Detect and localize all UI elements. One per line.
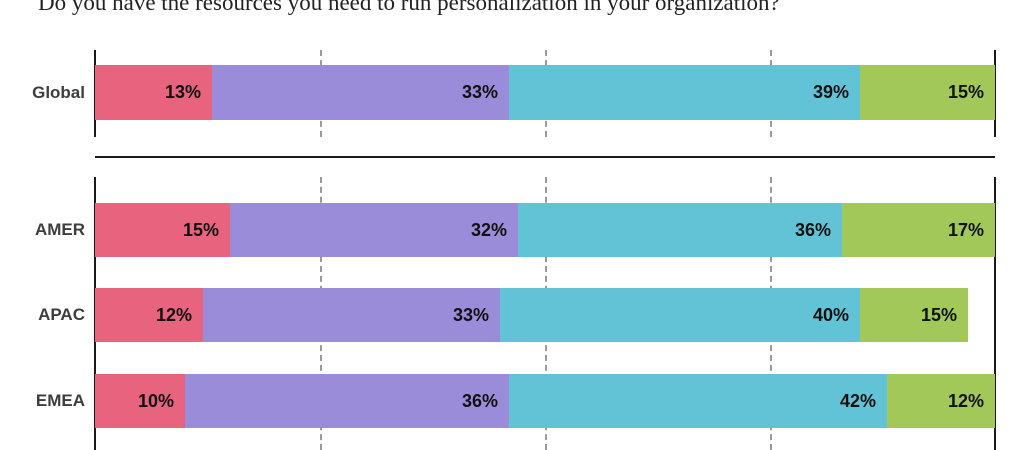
category-label-apac: APAC (38, 305, 85, 324)
plot-area: 13% 33% 39% 15% (94, 50, 996, 137)
segment-value: 42% (839, 390, 876, 411)
segment-value: 15% (920, 304, 957, 325)
category-label-emea: EMEA (35, 391, 85, 410)
bar-segment-pink: 10% (95, 374, 185, 428)
group-separator (95, 156, 995, 158)
bar-segment-green: 15% (860, 65, 995, 120)
bar-segment-teal: 40% (500, 288, 860, 342)
bar-row-apac: 12% 33% 40% 15% (95, 288, 995, 342)
bar-segment-green: 15% (860, 288, 968, 342)
segment-value: 12% (947, 390, 984, 411)
bar-segment-teal: 42% (509, 374, 887, 428)
bar-row-emea: 10% 36% 42% 12% (95, 374, 995, 428)
segment-value: 33% (461, 82, 498, 102)
bar-segment-purple: 36% (185, 374, 509, 428)
segment-value: 33% (452, 304, 489, 325)
segment-value: 13% (164, 82, 201, 102)
bar-segment-purple: 32% (230, 203, 518, 257)
bar-row-amer: 15% 32% 36% 17% (95, 203, 995, 257)
bar-segment-purple: 33% (203, 288, 500, 342)
global-group: Global 13% 33% 39% 15% (0, 50, 1024, 137)
segment-value: 36% (461, 390, 498, 411)
segment-value: 15% (182, 219, 219, 240)
axis-line-right (994, 177, 996, 450)
segment-value: 15% (947, 82, 984, 102)
bar-segment-pink: 12% (95, 288, 203, 342)
regions-group: AMER APAC EMEA 15% 32% 36% 17% 12% 33% 40% 15% 10% 3… (0, 177, 1024, 450)
category-label-global: Global (32, 83, 85, 102)
bar-segment-green: 12% (887, 374, 995, 428)
segment-value: 36% (794, 219, 831, 240)
segment-value: 39% (812, 82, 849, 102)
segment-value: 17% (947, 219, 984, 240)
segment-value: 12% (155, 304, 192, 325)
bar-segment-teal: 36% (518, 203, 842, 257)
segment-value: 32% (470, 219, 507, 240)
bar-segment-pink: 13% (95, 65, 212, 120)
bar-segment-purple: 33% (212, 65, 509, 120)
category-label-amer: AMER (34, 220, 85, 239)
plot-area: 15% 32% 36% 17% 12% 33% 40% 15% 10% 36% 42% 12% (94, 177, 996, 450)
bar-row-global: 13% 33% 39% 15% (95, 65, 995, 120)
segment-value: 10% (137, 390, 174, 411)
axis-line-right (994, 50, 996, 137)
segment-value: 40% (812, 304, 849, 325)
chart-title: Do you have the resources you need to ru… (38, 0, 780, 15)
bar-segment-pink: 15% (95, 203, 230, 257)
bar-segment-green: 17% (842, 203, 995, 257)
bar-segment-teal: 39% (509, 65, 860, 120)
